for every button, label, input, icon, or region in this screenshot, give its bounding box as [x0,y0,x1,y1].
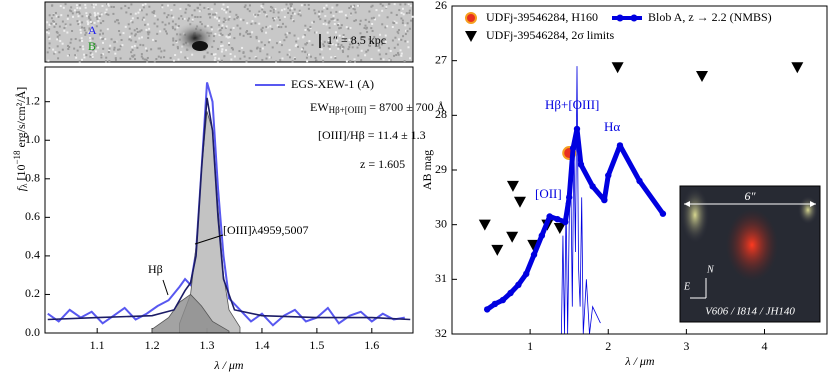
scale-label: 1″ = 8.5 kpc [327,33,386,47]
oii-annotation: [OII] [535,186,562,201]
y-tick-label: 0.2 [25,286,40,300]
model-point [601,196,608,204]
ha-annotation: Hα [604,119,620,134]
spectrum-panel: 1.1 1.2 1.3 1.4 1.5 1.6 0.0 0.2 0.4 0.6 0.8 1.0 1.2 λ… [25,66,414,372]
y-tick-label: 31 [435,271,447,285]
model-point [577,161,585,168]
model-point [499,296,506,304]
y-tick-label: 0.6 [25,209,40,223]
model-point [573,125,581,133]
legend-swatch [630,14,638,22]
oiii-annotation: [OIII]λ4959,5007 [223,223,308,237]
spectrum-line [47,97,411,321]
y-axis-label: AB mag [420,150,434,190]
y-tick-label: 28 [435,107,447,121]
legend-swatch [465,12,477,24]
model-point [562,218,569,226]
inset-east: E [683,281,690,292]
limit-marker [611,62,624,74]
y-tick-label: 26 [435,0,447,12]
inset-image: 6″ N E V606 / I814 / JH140 [679,185,821,323]
hb-annotation: Hβ [148,262,163,276]
limit-marker [791,62,804,74]
legend-swatch [616,14,624,22]
model-point [605,172,612,179]
label-a: A [88,23,97,37]
model-point [538,232,546,239]
x-tick-label: 1.3 [200,338,215,352]
x-tick-label: 1.6 [364,338,379,352]
hbo-annotation: Hβ+[OIII] [545,97,599,112]
y-tick-label: 0.0 [25,325,40,339]
plot-area [478,62,804,334]
spectrum-line [47,82,405,327]
y-tick-label: 1.2 [25,93,40,107]
model-point [515,281,522,288]
y-tick-label: 1.0 [25,132,40,146]
limit-marker [553,222,566,234]
y-tick-label: 0.4 [25,248,40,262]
model-point [565,194,573,201]
x-tick-label: 1 [527,339,533,353]
plot-frame [44,66,414,334]
model-point [636,177,643,185]
x-tick-label: 2 [605,339,611,353]
image-strip: A B 1″ = 8.5 kpc [44,1,414,63]
x-tick-label: 1.4 [254,338,269,352]
ratio-annotation: [OIII]/Hβ = 11.4 ± 1.3 [318,128,426,142]
model-point [483,306,491,313]
model-point [530,251,538,258]
x-tick-label: 1.2 [145,338,160,352]
limit-marker [506,231,519,243]
limit-marker [513,196,526,208]
label-b: B [88,39,96,53]
model-point [589,183,596,190]
y-tick-label: 29 [435,162,447,176]
x-axis-label: λ / μm [213,358,244,372]
y-tick-label: 30 [435,216,447,230]
y-tick-label: 0.8 [25,171,40,185]
legend-label: EGS-XEW-1 (A) [291,77,374,91]
legend-label: Blob A, z → 2.2 (NMBS) [648,10,772,24]
plot-frame [451,5,828,335]
ew-annotation: EWHβ+[OIII] = 8700 ± 700 Å [310,100,446,115]
limit-marker [506,180,519,192]
y-tick-label: 32 [435,326,447,340]
model-point [491,300,499,308]
limit-marker [491,244,504,256]
inset-filters: V606 / I814 / JH140 [705,306,795,318]
plot-area [47,82,411,333]
inset-size: 6″ [745,189,757,203]
x-axis-label: λ / μm [624,354,655,368]
legend-label: UDFj-39546284, 2σ limits [486,28,614,42]
x-tick-label: 3 [683,339,689,353]
model-point [616,142,624,149]
model-point [546,213,553,220]
x-tick-label: 4 [762,339,768,353]
x-tick-label: 1.5 [309,338,324,352]
model-point [554,216,561,223]
model-point [507,289,514,297]
limit-marker [696,70,708,82]
legend-swatch [465,31,477,42]
z-annotation: z = 1.605 [360,157,405,171]
model-point [659,210,667,217]
inset-north: N [706,264,715,275]
sed-panel: 1 2 3 4 26 27 28 29 30 31 32 λ / μm AB mag UDFj-39546… [420,0,828,368]
model-point [523,270,530,278]
legend-label: UDFj-39546284, H160 [486,10,598,24]
model-point [569,144,577,152]
y-axis-label: fλ [10−18 erg/s/cm²/Å] [12,87,29,192]
limit-marker [478,219,491,231]
limit-marker [527,239,540,251]
y-tick-label: 27 [435,52,447,66]
x-tick-label: 1.1 [90,338,105,352]
